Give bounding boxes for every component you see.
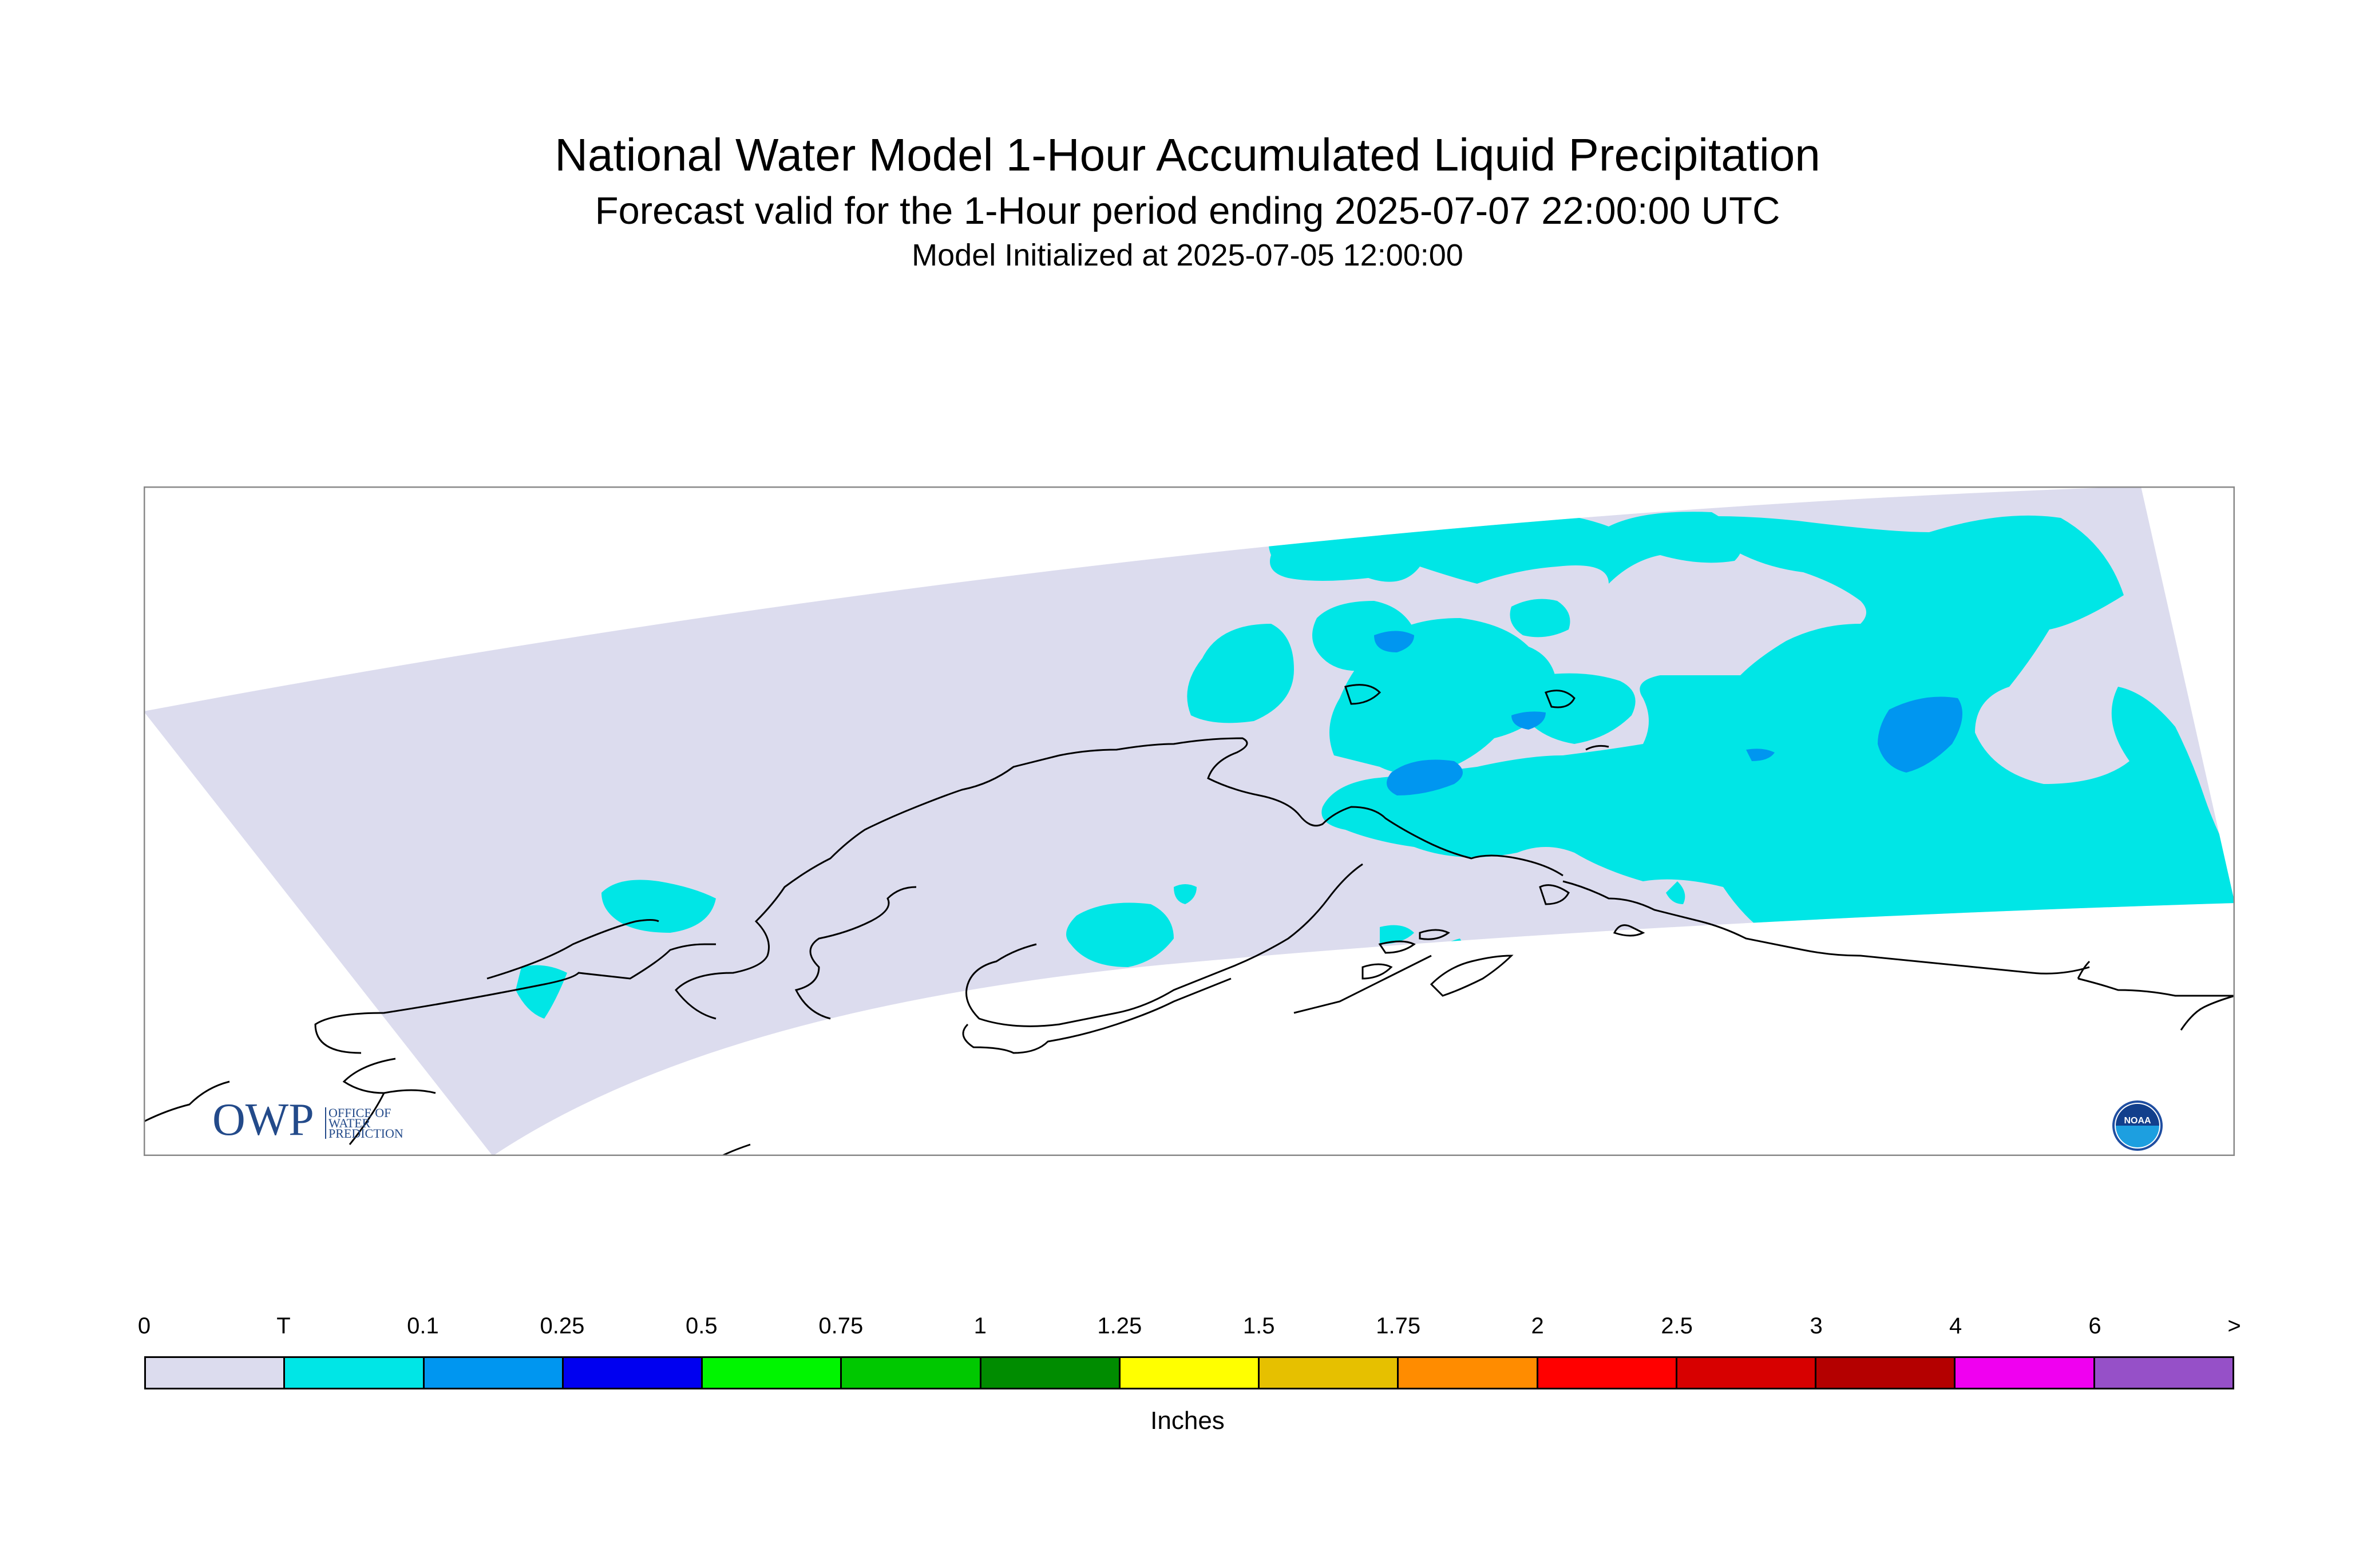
legend-tick-label: 0 — [137, 1313, 151, 1339]
precip-light-areas — [1374, 631, 1962, 795]
legend-tick-label: 0.75 — [818, 1313, 864, 1339]
model-init-time: Model Initialized at 2025-07-05 12:00:00 — [912, 238, 1463, 272]
legend-swatch — [842, 1358, 981, 1388]
legend-swatch — [1399, 1358, 1538, 1388]
legend-tick-label: 1 — [973, 1313, 987, 1339]
legend-tick-label: 6 — [2088, 1313, 2101, 1339]
legend-swatch — [2095, 1358, 2232, 1388]
legend-swatch — [285, 1358, 425, 1388]
legend-tick-label: 0.1 — [407, 1313, 439, 1339]
legend-tick-label: 1.75 — [1376, 1313, 1421, 1339]
legend-tick-label: 0.5 — [686, 1313, 718, 1339]
legend-swatch — [1538, 1358, 1677, 1388]
legend-swatch — [146, 1358, 286, 1388]
owp-logo-text: OWP — [212, 1095, 314, 1145]
map-subtitle: Forecast valid for the 1-Hour period end… — [595, 189, 1780, 232]
legend-tick-label: 4 — [1949, 1313, 1962, 1339]
legend-swatch — [1677, 1358, 1817, 1388]
legend-tick-label: T — [276, 1313, 291, 1339]
map-title: National Water Model 1-Hour Accumulated … — [555, 129, 1820, 180]
map-frame — [144, 486, 2235, 1156]
legend-tick-label: 2 — [1531, 1313, 1544, 1339]
legend-tick-label: 3 — [1810, 1313, 1823, 1339]
owp-logo-line2: WATER — [328, 1116, 371, 1130]
legend-tick-label: 1.25 — [1097, 1313, 1142, 1339]
legend-tick-label: > — [2227, 1313, 2241, 1339]
legend-swatch — [703, 1358, 842, 1388]
legend-tick-label: 0.25 — [540, 1313, 585, 1339]
model-domain-area — [144, 486, 2235, 1156]
legend-swatch — [1956, 1358, 2095, 1388]
owp-logo: OWP OFFICE OF WATER PREDICTION — [212, 1095, 403, 1145]
legend-swatch — [1816, 1358, 1956, 1388]
noaa-logo-text: NOAA — [2124, 1116, 2151, 1126]
legend-swatch — [1120, 1358, 1260, 1388]
owp-logo-line3: PREDICTION — [328, 1126, 403, 1141]
legend-swatch — [563, 1358, 703, 1388]
legend-swatch — [1260, 1358, 1399, 1388]
precipitation-map: OWP OFFICE OF WATER PREDICTION NOAA — [144, 486, 2235, 1156]
coastlines — [144, 684, 2235, 1156]
legend-tick-label: 2.5 — [1661, 1313, 1693, 1339]
legend-tick-label: 1.5 — [1242, 1313, 1275, 1339]
owp-logo-line1: OFFICE OF — [328, 1106, 391, 1120]
noaa-logo: NOAA — [2112, 1100, 2163, 1151]
legend-tick-labels: 0 T 0.1 0.25 0.5 0.75 1 1.25 1.5 1.75 2 2.5 3 4 6 > — [0, 1313, 2375, 1348]
legend-swatch — [424, 1358, 564, 1388]
legend-color-bar — [144, 1356, 2234, 1389]
legend-units: Inches — [1150, 1407, 1225, 1435]
legend-swatch — [981, 1358, 1121, 1388]
